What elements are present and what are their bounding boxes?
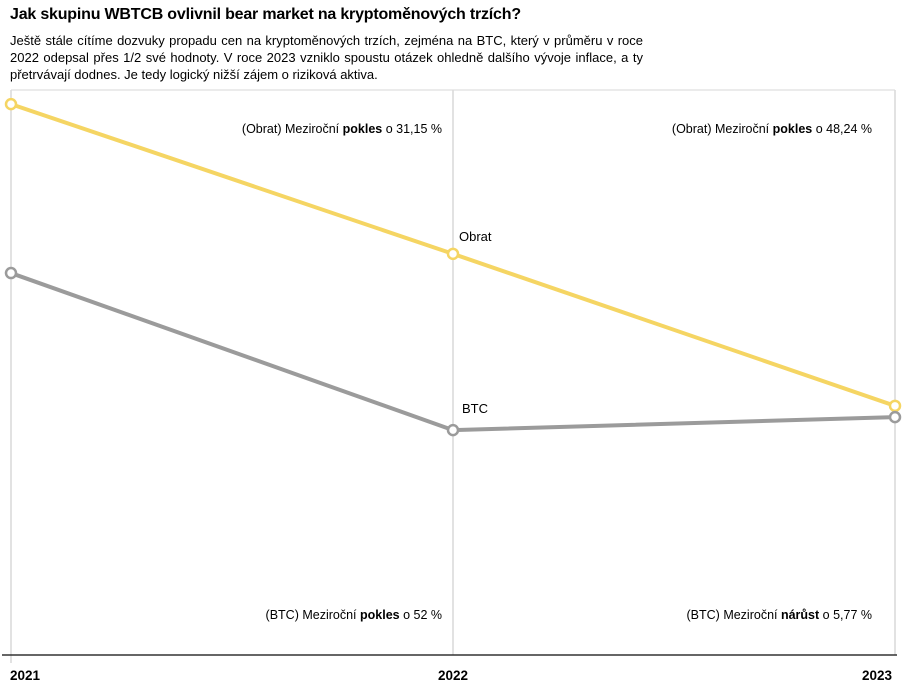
btc-marker-2023 (888, 410, 902, 424)
x-axis-label-2023: 2023 (861, 668, 892, 683)
obrat-marker-2023 (888, 399, 902, 413)
series-label-obrat: Obrat (459, 229, 492, 244)
annotation-emphasis: pokles (772, 122, 813, 136)
series-label-btc: BTC (462, 401, 488, 416)
annotation-obrat-2021-2022: (Obrat) Meziroční pokles o 31,15 % (242, 122, 442, 136)
annotation-text: (Obrat) Meziroční (671, 122, 773, 136)
annotation-emphasis: pokles (342, 122, 383, 136)
annotation-text: o 5,77 % (819, 608, 872, 622)
x-axis-label-2021: 2021 (10, 668, 41, 683)
annotation-text: o 52 % (399, 608, 442, 622)
annotation-emphasis: pokles (360, 608, 400, 622)
annotation-text: o 48,24 % (812, 122, 872, 136)
annotation-text: o 31,15 % (382, 122, 442, 136)
obrat-marker-2021 (4, 97, 18, 111)
annotation-emphasis: nárůst (780, 608, 820, 622)
obrat-marker-2022 (446, 247, 460, 261)
page-title: Jak skupinu WBTCB ovlivnil bear market n… (10, 6, 521, 23)
annotation-text: (BTC) Meziroční (265, 608, 360, 622)
x-axis-label-2022: 2022 (437, 668, 469, 683)
btc-marker-2022 (446, 423, 460, 437)
annotation-text: (BTC) Meziroční (686, 608, 781, 622)
annotation-text: (Obrat) Meziroční (241, 122, 343, 136)
annotation-obrat-2022-2023: (Obrat) Meziroční pokles o 48,24 % (672, 122, 872, 136)
btc-marker-2021 (4, 266, 18, 280)
page-description: Ještě stále cítíme dozvuky propadu cen n… (10, 33, 643, 82)
annotation-btc-2021-2022: (BTC) Meziroční pokles o 52 % (266, 608, 442, 622)
annotation-btc-2022-2023: (BTC) Meziroční nárůst o 5,77 % (687, 608, 872, 622)
